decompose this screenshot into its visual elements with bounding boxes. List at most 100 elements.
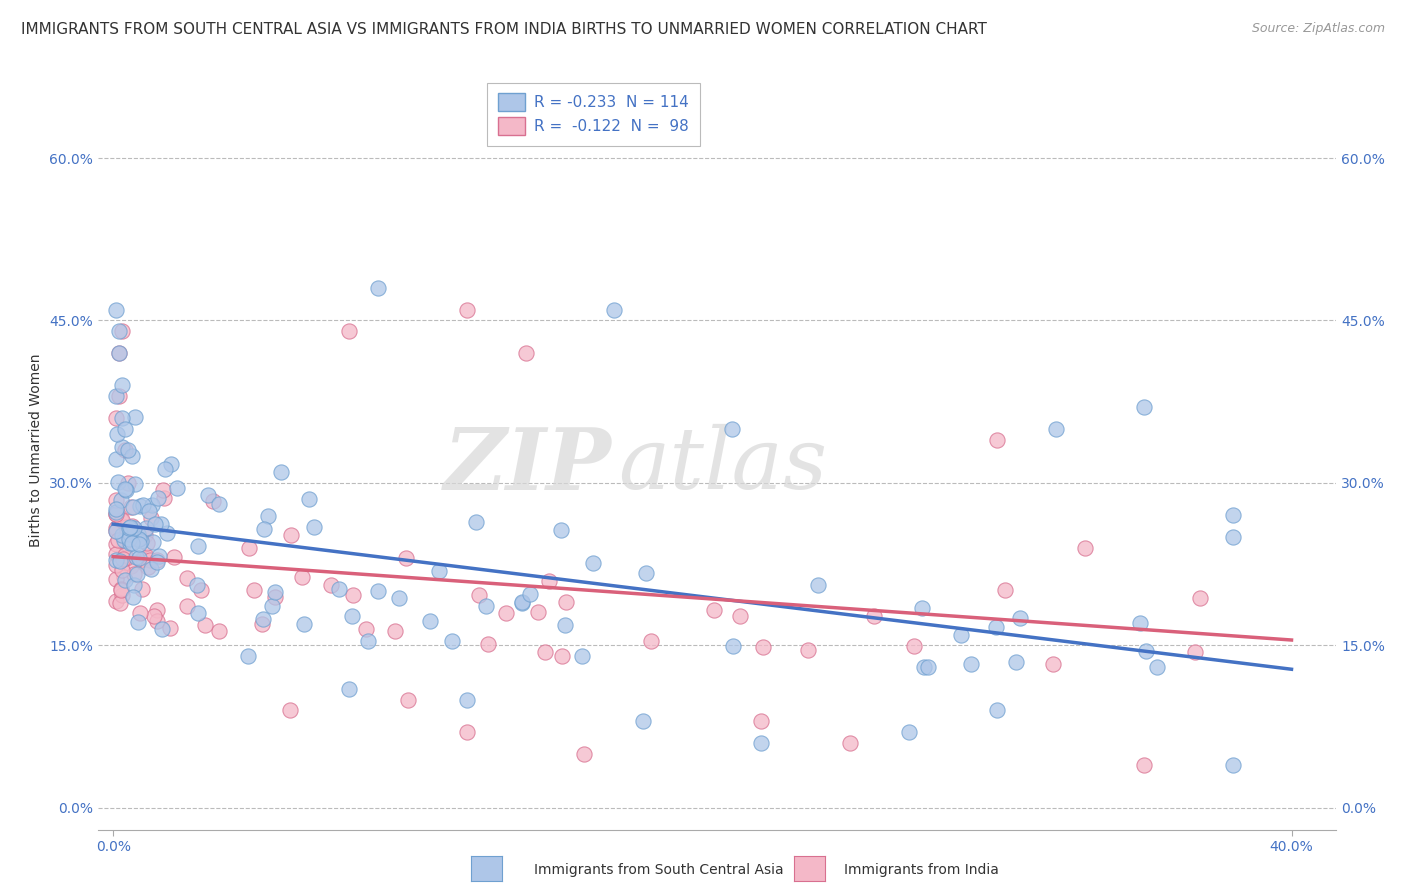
Point (252, 617, 274, 632)
Point (121, 590, 143, 604)
Point (201, 494, 224, 508)
Point (110, 596, 132, 610)
Point (107, 475, 129, 490)
Point (105, 426, 128, 441)
Point (903, 639, 925, 653)
Point (105, 521, 128, 535)
Point (139, 510, 162, 524)
Point (110, 512, 132, 526)
Point (111, 411, 134, 425)
Point (127, 526, 149, 541)
Point (510, 595, 533, 609)
Point (388, 591, 411, 606)
Point (124, 410, 146, 425)
Point (291, 570, 314, 584)
Point (108, 346, 131, 360)
Point (1222, 757, 1244, 772)
Point (111, 440, 134, 454)
Point (554, 618, 576, 632)
Point (139, 562, 162, 576)
Text: IMMIGRANTS FROM SOUTH CENTRAL ASIA VS IMMIGRANTS FROM INDIA BIRTHS TO UNMARRIED : IMMIGRANTS FROM SOUTH CENTRAL ASIA VS IM… (21, 22, 987, 37)
Point (105, 553, 128, 567)
Point (464, 515, 486, 529)
Point (135, 521, 157, 535)
Point (138, 504, 160, 518)
Point (960, 657, 983, 671)
Point (986, 703, 1008, 717)
Legend: R = -0.233  N = 114, R =  -0.122  N =  98: R = -0.233 N = 114, R = -0.122 N = 98 (486, 83, 700, 145)
Point (550, 649, 572, 664)
Point (115, 524, 138, 538)
Point (367, 281, 389, 295)
Point (124, 521, 146, 535)
Point (146, 614, 169, 628)
Point (950, 628, 973, 642)
Point (149, 516, 172, 531)
Point (863, 608, 886, 623)
Point (721, 639, 744, 653)
Point (475, 599, 498, 614)
Point (510, 596, 533, 610)
Point (152, 483, 174, 497)
Point (319, 577, 342, 591)
Point (703, 603, 725, 617)
Point (129, 553, 152, 567)
Point (176, 599, 198, 613)
Point (128, 550, 150, 565)
Point (1133, 400, 1156, 414)
Point (122, 526, 145, 541)
Point (105, 451, 128, 466)
Point (111, 551, 134, 566)
Point (131, 582, 153, 596)
Point (555, 595, 578, 609)
Point (115, 519, 138, 533)
Point (427, 564, 450, 578)
Point (897, 725, 920, 739)
Point (298, 491, 321, 506)
Point (208, 624, 231, 638)
Point (515, 346, 537, 360)
Point (108, 389, 131, 403)
Point (117, 443, 139, 458)
Point (153, 462, 176, 476)
Point (467, 589, 489, 603)
Point (105, 558, 128, 573)
Point (752, 640, 775, 655)
Point (145, 553, 167, 567)
Point (1042, 657, 1064, 671)
Point (1189, 591, 1212, 605)
Point (125, 549, 148, 564)
Point (121, 450, 143, 464)
Point (150, 622, 173, 636)
Point (190, 583, 212, 598)
Point (118, 527, 141, 541)
Point (838, 736, 860, 750)
Point (114, 551, 136, 566)
Point (519, 587, 541, 601)
Point (148, 549, 170, 563)
Point (187, 607, 209, 621)
Point (337, 681, 360, 696)
Point (146, 555, 169, 569)
Point (994, 582, 1017, 597)
Point (124, 477, 146, 491)
Point (1184, 645, 1206, 659)
Point (105, 572, 128, 586)
Point (1222, 530, 1244, 544)
Point (176, 571, 198, 585)
Point (278, 703, 301, 717)
Point (633, 714, 655, 729)
Point (1146, 660, 1168, 674)
Point (270, 465, 292, 479)
Point (354, 622, 377, 636)
Point (114, 536, 136, 550)
Point (807, 578, 830, 592)
Point (1129, 615, 1152, 630)
Point (115, 483, 138, 498)
Point (1074, 541, 1097, 555)
Point (129, 606, 152, 620)
Point (120, 559, 142, 574)
Point (342, 588, 364, 602)
Point (1133, 757, 1156, 772)
Point (146, 491, 169, 505)
